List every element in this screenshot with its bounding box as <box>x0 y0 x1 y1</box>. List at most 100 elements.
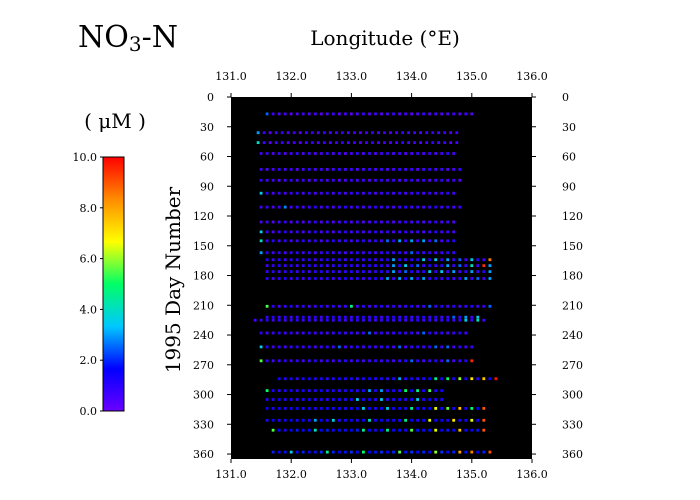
data-point <box>428 389 432 392</box>
data-point <box>350 377 353 381</box>
data-point <box>331 258 335 262</box>
data-point <box>307 418 311 422</box>
data-point <box>416 251 419 255</box>
data-point <box>295 258 299 262</box>
data-point <box>313 428 317 432</box>
data-point <box>392 168 395 171</box>
data-point <box>422 304 425 308</box>
data-point <box>422 318 425 322</box>
data-point <box>295 230 299 234</box>
data-point <box>331 205 335 209</box>
data-point <box>277 251 281 255</box>
data-point <box>325 277 329 280</box>
data-point <box>259 191 263 195</box>
data-point <box>392 205 395 209</box>
data-point <box>362 251 365 255</box>
data-point <box>374 205 377 209</box>
data-point <box>295 270 299 273</box>
data-point <box>446 428 450 432</box>
data-point <box>362 389 365 392</box>
data-point <box>338 168 341 171</box>
data-point <box>488 264 492 267</box>
x-tick-label-top: 134.0 <box>396 70 428 83</box>
data-point <box>295 428 299 432</box>
x-tick-label-top: 136.0 <box>516 70 548 83</box>
data-point <box>335 131 338 135</box>
data-point <box>325 230 329 234</box>
x-tick-label-top: 132.0 <box>275 70 307 83</box>
data-point <box>259 168 263 171</box>
data-point <box>401 131 404 135</box>
data-point <box>362 112 365 116</box>
data-point <box>428 359 432 363</box>
data-point <box>488 270 492 273</box>
data-point <box>271 205 275 209</box>
data-point <box>350 407 353 410</box>
data-point <box>331 168 335 171</box>
data-point <box>374 168 377 171</box>
colorbar-ticks: 0.0 2.0 4.0 6.0 8.0 10.0 <box>73 151 103 418</box>
data-point <box>362 450 365 454</box>
data-point <box>319 264 323 267</box>
data-point <box>404 359 407 363</box>
data-point <box>289 359 293 363</box>
data-point <box>392 318 395 322</box>
data-point <box>289 152 293 155</box>
data-point <box>458 205 462 209</box>
data-point <box>283 270 287 273</box>
data-point <box>404 318 407 322</box>
data-point <box>307 152 311 155</box>
data-point <box>452 345 456 349</box>
data-point <box>464 331 468 335</box>
data-point <box>431 141 435 144</box>
data-point <box>362 239 365 243</box>
data-point <box>350 264 353 267</box>
data-point <box>271 270 275 273</box>
data-point <box>398 191 401 195</box>
data-point <box>416 331 419 335</box>
data-point <box>319 239 323 243</box>
data-point <box>319 450 323 454</box>
data-point <box>289 112 293 116</box>
data-point <box>386 315 389 319</box>
data-point <box>446 230 450 234</box>
data-point <box>265 331 269 335</box>
data-point <box>482 428 486 432</box>
data-point <box>392 389 395 392</box>
data-point <box>259 220 263 224</box>
data-point <box>449 131 453 135</box>
data-point <box>338 251 341 255</box>
data-point <box>407 141 410 144</box>
data-point <box>416 277 419 280</box>
data-point <box>410 359 413 363</box>
data-point <box>410 377 413 381</box>
data-point <box>488 377 492 381</box>
data-point <box>434 304 438 308</box>
data-point <box>446 277 450 280</box>
data-point <box>395 131 398 135</box>
data-point <box>301 178 305 182</box>
data-point <box>307 264 311 267</box>
data-point <box>404 251 407 255</box>
data-point <box>271 220 275 224</box>
data-point <box>319 178 323 182</box>
data-point <box>392 315 395 319</box>
data-point <box>265 304 269 308</box>
y-tick-label-left: 90 <box>200 180 214 193</box>
data-point <box>362 205 365 209</box>
data-point <box>419 131 422 135</box>
data-point <box>422 251 425 255</box>
data-point <box>440 345 444 349</box>
y-tick-label-left: 60 <box>200 151 214 164</box>
data-point <box>440 220 444 224</box>
data-point <box>428 191 432 195</box>
data-point <box>362 220 365 224</box>
data-point <box>425 131 429 135</box>
data-point <box>404 220 407 224</box>
data-point <box>440 277 444 280</box>
data-point <box>319 152 323 155</box>
data-point <box>392 258 395 262</box>
x-tick-label-top: 131.0 <box>215 70 247 83</box>
data-point <box>392 331 395 335</box>
data-point <box>392 377 395 381</box>
